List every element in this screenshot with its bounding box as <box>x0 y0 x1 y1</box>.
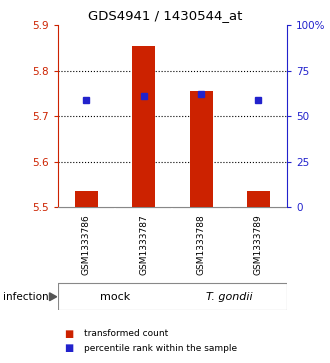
Bar <box>247 191 270 207</box>
Text: GSM1333789: GSM1333789 <box>254 215 263 276</box>
Text: mock: mock <box>100 292 130 302</box>
Text: transformed count: transformed count <box>84 330 168 338</box>
Text: GSM1333788: GSM1333788 <box>197 215 206 276</box>
Bar <box>190 91 213 207</box>
Text: GDS4941 / 1430544_at: GDS4941 / 1430544_at <box>88 9 242 22</box>
Bar <box>132 46 155 207</box>
Text: percentile rank within the sample: percentile rank within the sample <box>84 344 237 353</box>
Text: ■: ■ <box>64 343 74 354</box>
Text: infection: infection <box>3 292 49 302</box>
Bar <box>75 191 98 207</box>
Text: T. gondii: T. gondii <box>207 292 253 302</box>
Text: GSM1333786: GSM1333786 <box>82 215 91 276</box>
Text: ■: ■ <box>64 329 74 339</box>
Text: GSM1333787: GSM1333787 <box>139 215 148 276</box>
